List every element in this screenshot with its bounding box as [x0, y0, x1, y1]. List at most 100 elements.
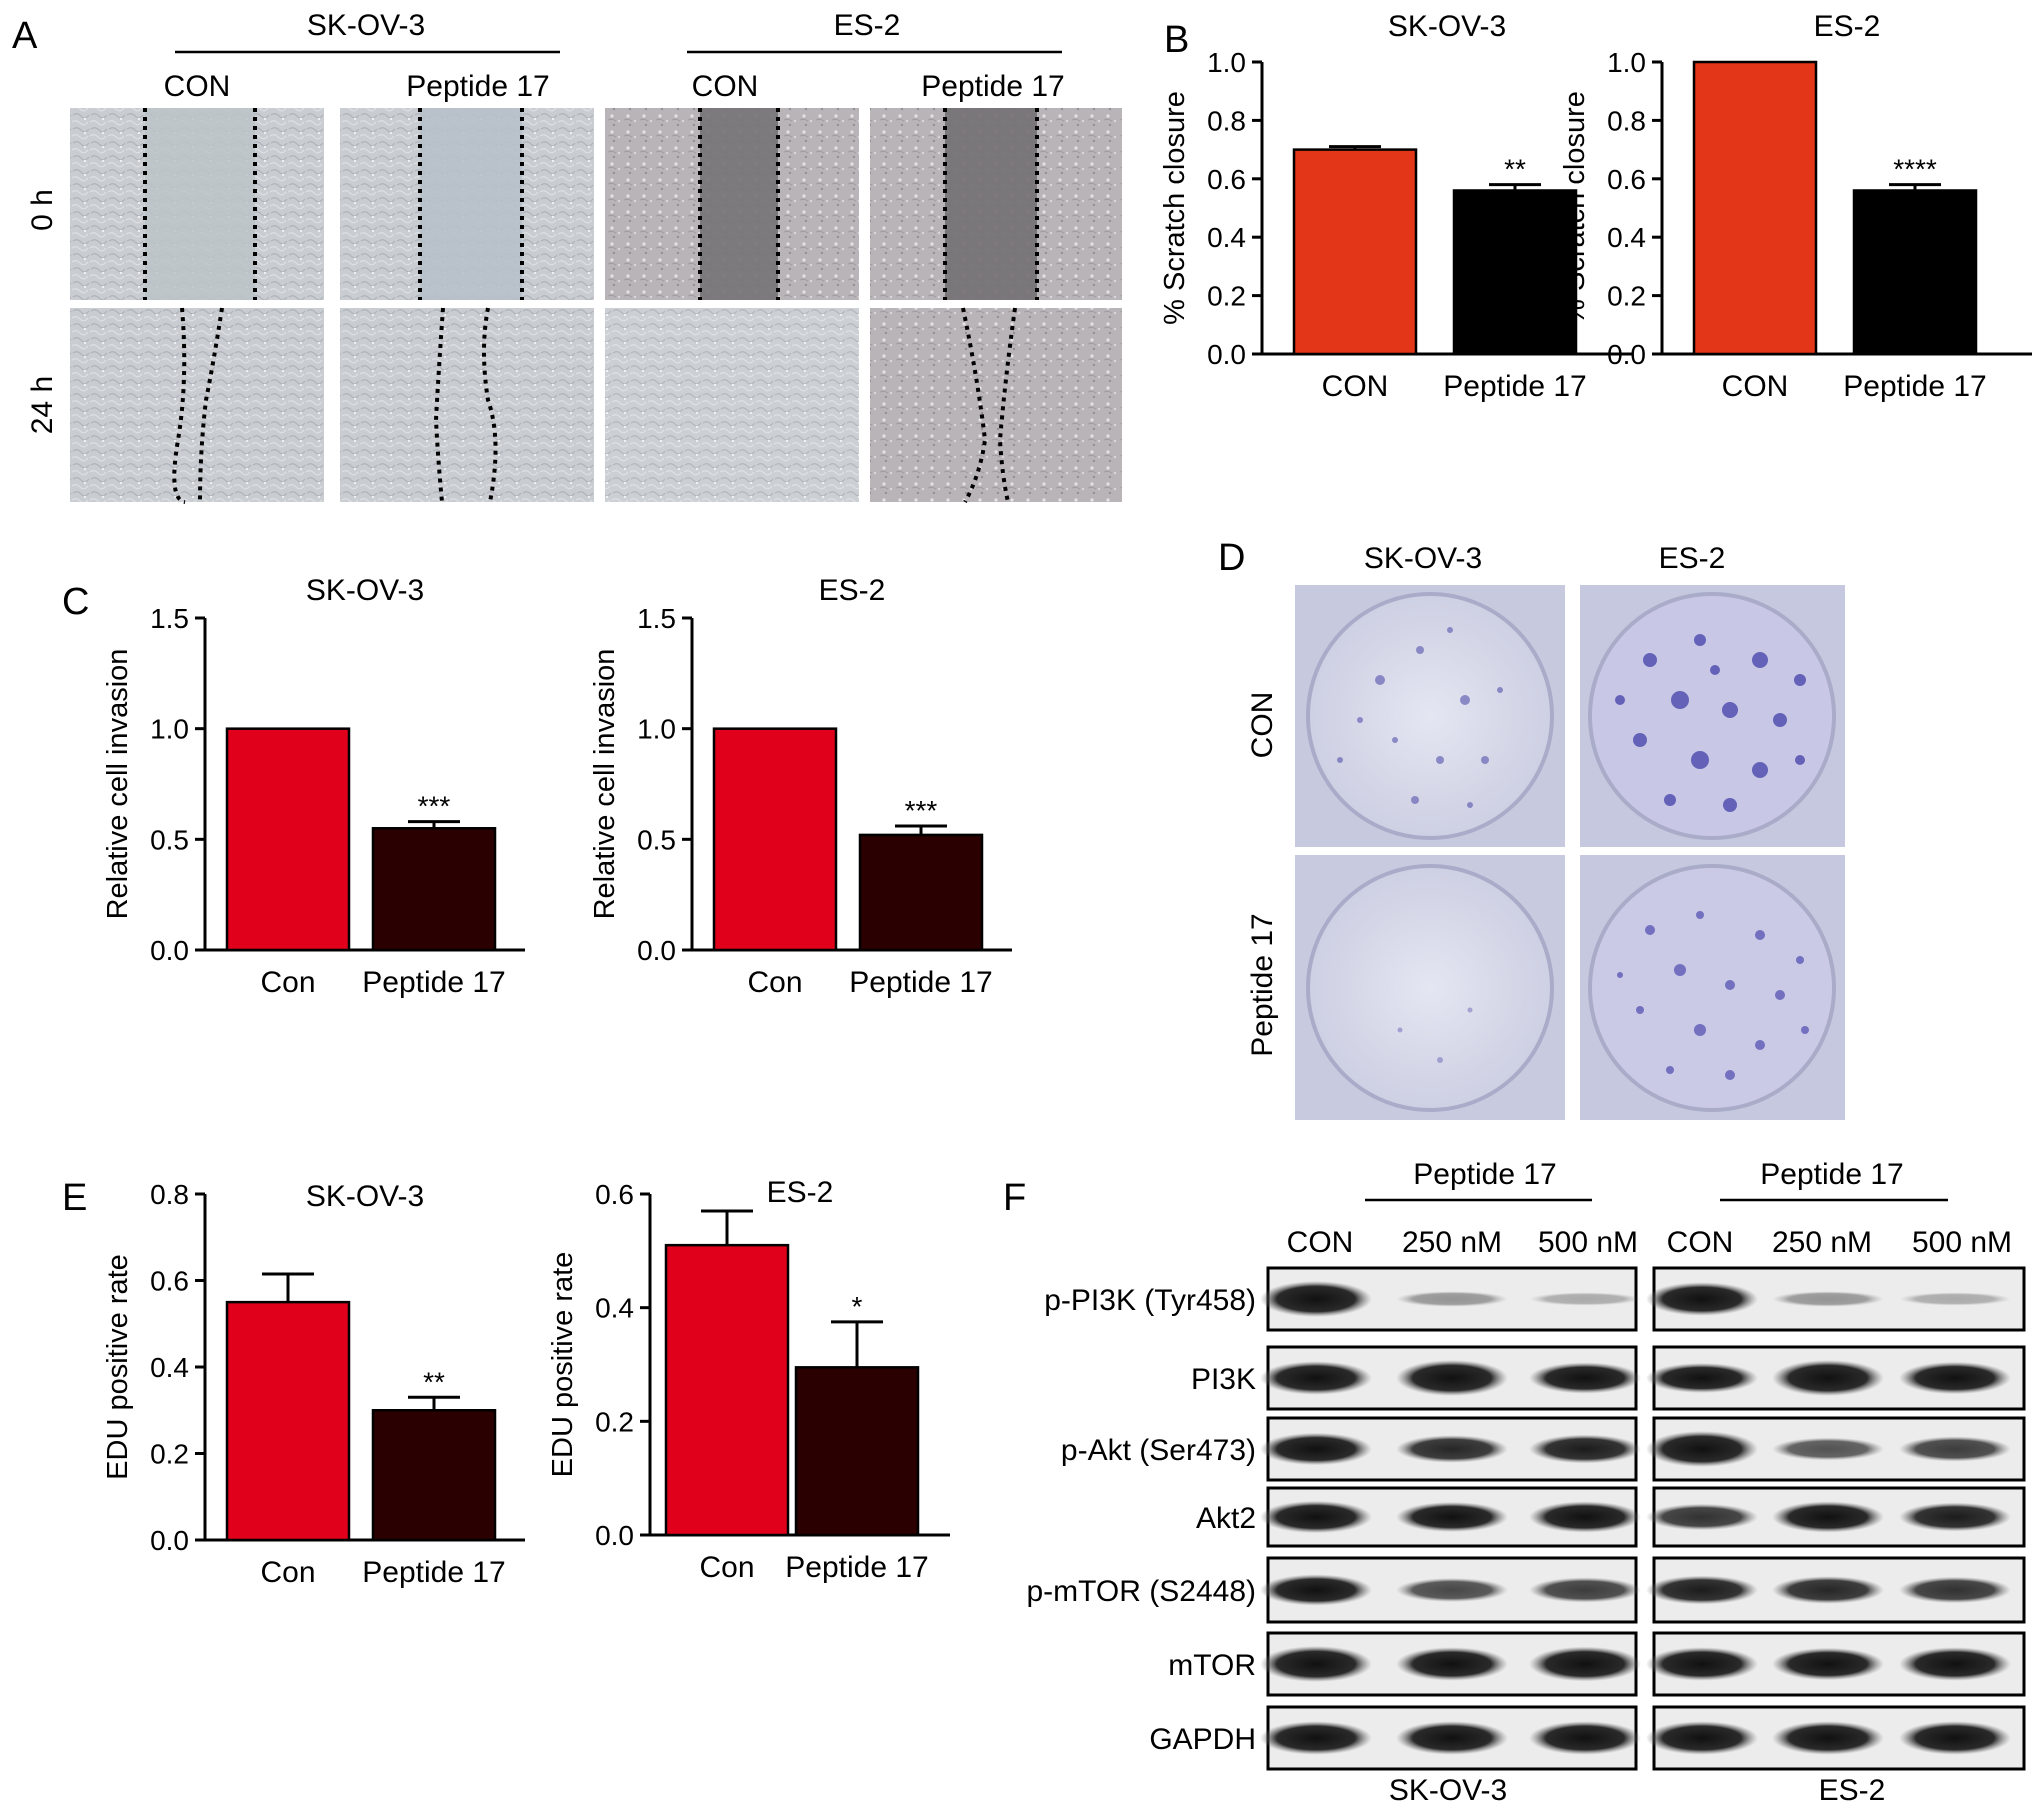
- blot-band: [1772, 1647, 1884, 1681]
- blot-band: [1899, 1576, 2011, 1604]
- blot-band: [1899, 1436, 2011, 1462]
- y-tick-label: 0.6: [595, 1179, 634, 1210]
- blot-band: [1772, 1501, 1884, 1533]
- y-tick-label: 1.5: [637, 603, 676, 634]
- blot-band: [1260, 1721, 1372, 1755]
- y-axis-label: % Scratch closure: [1159, 91, 1191, 325]
- blot-label: Akt2: [1196, 1502, 1256, 1535]
- plate-skov3-peptide: [1295, 855, 1565, 1120]
- y-axis-label: EDU positive rate: [547, 1252, 579, 1478]
- x-tick-label: CON: [1322, 370, 1389, 403]
- y-tick-label: 0.4: [595, 1293, 634, 1324]
- chart-e-sk-ov-3: SK-OV-3 0.0 0.2 0.4 0.6 0.8 EDU positive rate C…: [102, 1179, 525, 1589]
- blot-label: p-Akt (Ser473): [1061, 1434, 1256, 1467]
- x-tick-label: Con: [699, 1551, 754, 1584]
- panel-a-treatment-2: Peptide 17: [406, 70, 549, 103]
- significance-marker: ****: [1893, 154, 1937, 185]
- panel-f-lane-1-con: CON: [1287, 1226, 1354, 1259]
- blot-band: [1772, 1291, 1884, 1307]
- blot-band: [1772, 1721, 1884, 1755]
- blot-band: [1529, 1646, 1641, 1682]
- bar-con: [712, 727, 838, 952]
- bar-peptide-17: [371, 827, 497, 952]
- blot-band: [1260, 1361, 1372, 1395]
- blot-label: mTOR: [1168, 1649, 1256, 1682]
- y-tick-label: 0.8: [1207, 105, 1246, 136]
- bar-peptide-17: [1852, 189, 1978, 356]
- blot-band: [1396, 1435, 1508, 1463]
- blot-band: [1396, 1360, 1508, 1396]
- panel-d-row-con: CON: [1246, 692, 1279, 759]
- x-tick-label: Con: [260, 1556, 315, 1589]
- blot-band: [1646, 1363, 1758, 1393]
- y-tick-label: 1.0: [1207, 47, 1246, 78]
- y-tick-label: 0.8: [150, 1179, 189, 1210]
- blot-band: [1772, 1360, 1884, 1396]
- micrograph-es2-con-24h: [605, 308, 859, 502]
- panel-f-cellline-1: SK-OV-3: [1389, 1774, 1507, 1807]
- y-tick-label: 0.2: [1207, 281, 1246, 312]
- y-tick-label: 1.0: [150, 714, 189, 745]
- blot-band: [1899, 1647, 2011, 1681]
- y-tick-label: 0.2: [595, 1406, 634, 1437]
- panel-a-treatment-4: Peptide 17: [921, 70, 1064, 103]
- chart-e-es-2: ES-2 0.0 0.2 0.4 0.6 EDU positive rate Con * Pep…: [547, 1176, 950, 1584]
- bar-peptide-17: [371, 1409, 497, 1542]
- blot-band: [1646, 1575, 1758, 1605]
- chart-title: SK-OV-3: [306, 574, 424, 607]
- blot-band: [1260, 1281, 1372, 1317]
- blot-band: [1396, 1647, 1508, 1681]
- panel-letter-b: B: [1164, 19, 1189, 61]
- blot-band: [1899, 1292, 2011, 1306]
- y-tick-label: 1.5: [150, 603, 189, 634]
- blot-band: [1646, 1282, 1758, 1316]
- blot-band: [1529, 1721, 1641, 1755]
- panel-a-cellline-1: SK-OV-3: [307, 9, 425, 42]
- chart-title: ES-2: [767, 1176, 834, 1209]
- x-tick-label: Peptide 17: [1843, 370, 1986, 403]
- x-tick-label: Peptide 17: [362, 1556, 505, 1589]
- y-tick-label: 1.0: [637, 714, 676, 745]
- blot-band: [1260, 1574, 1372, 1606]
- y-tick-label: 0.2: [150, 1439, 189, 1470]
- bar-con: [1692, 60, 1818, 356]
- panel-letter-e: E: [62, 1177, 87, 1219]
- y-tick-label: 0.5: [637, 824, 676, 855]
- panel-letter-d: D: [1218, 537, 1245, 579]
- y-tick-label: 0.0: [595, 1520, 634, 1551]
- panel-f-lane-1-250: 250 nM: [1402, 1226, 1502, 1259]
- panel-a-treatment-3: CON: [692, 70, 759, 103]
- blot-band: [1529, 1434, 1641, 1464]
- panel-letter-a: A: [12, 15, 38, 57]
- bar-peptide-17: [858, 833, 984, 952]
- micrograph-skov3-con-24h: [70, 307, 324, 504]
- plate-es2-con: [1580, 585, 1845, 847]
- chart-panels: SK-OV-3 0.0 0.2 0.4 0.6 0.8 1.0 % Scratch closu…: [102, 10, 2032, 1589]
- x-tick-label: Peptide 17: [785, 1551, 928, 1584]
- panel-f-treatment-header-2: Peptide 17: [1760, 1158, 1903, 1191]
- y-tick-label: 0.4: [1207, 222, 1246, 253]
- blot-band: [1396, 1502, 1508, 1532]
- panel-a-time-24h: 24 h: [26, 376, 59, 434]
- y-tick-label: 0.0: [1607, 339, 1646, 370]
- bar-con: [664, 1243, 790, 1537]
- chart-title: ES-2: [819, 574, 886, 607]
- panel-letter-f: F: [1003, 1177, 1026, 1219]
- y-tick-label: 0.5: [150, 824, 189, 855]
- significance-marker: ***: [905, 795, 938, 826]
- bar-con: [225, 1300, 351, 1542]
- y-tick-label: 0.6: [1207, 164, 1246, 195]
- micrograph-es2-con-0h: [605, 108, 859, 300]
- western-blots: p-PI3K (Tyr458) PI3K p-Akt (Ser473) Akt2 p-m…: [1026, 1266, 2026, 1771]
- significance-marker: ***: [418, 791, 451, 822]
- panel-d-row-peptide: Peptide 17: [1246, 913, 1279, 1056]
- blot-band: [1396, 1721, 1508, 1755]
- chart-c-es-2: ES-2 0.0 0.5 1.0 1.5 Relative cell invasion Co…: [589, 574, 1012, 999]
- bar-con: [225, 727, 351, 952]
- plate-skov3-con: [1295, 585, 1565, 847]
- panel-f-lane-1-500: 500 nM: [1538, 1226, 1638, 1259]
- panel-f-lane-2-250: 250 nM: [1772, 1226, 1872, 1259]
- micrograph-skov3-peptide-24h: [340, 307, 594, 503]
- x-tick-label: Peptide 17: [849, 966, 992, 999]
